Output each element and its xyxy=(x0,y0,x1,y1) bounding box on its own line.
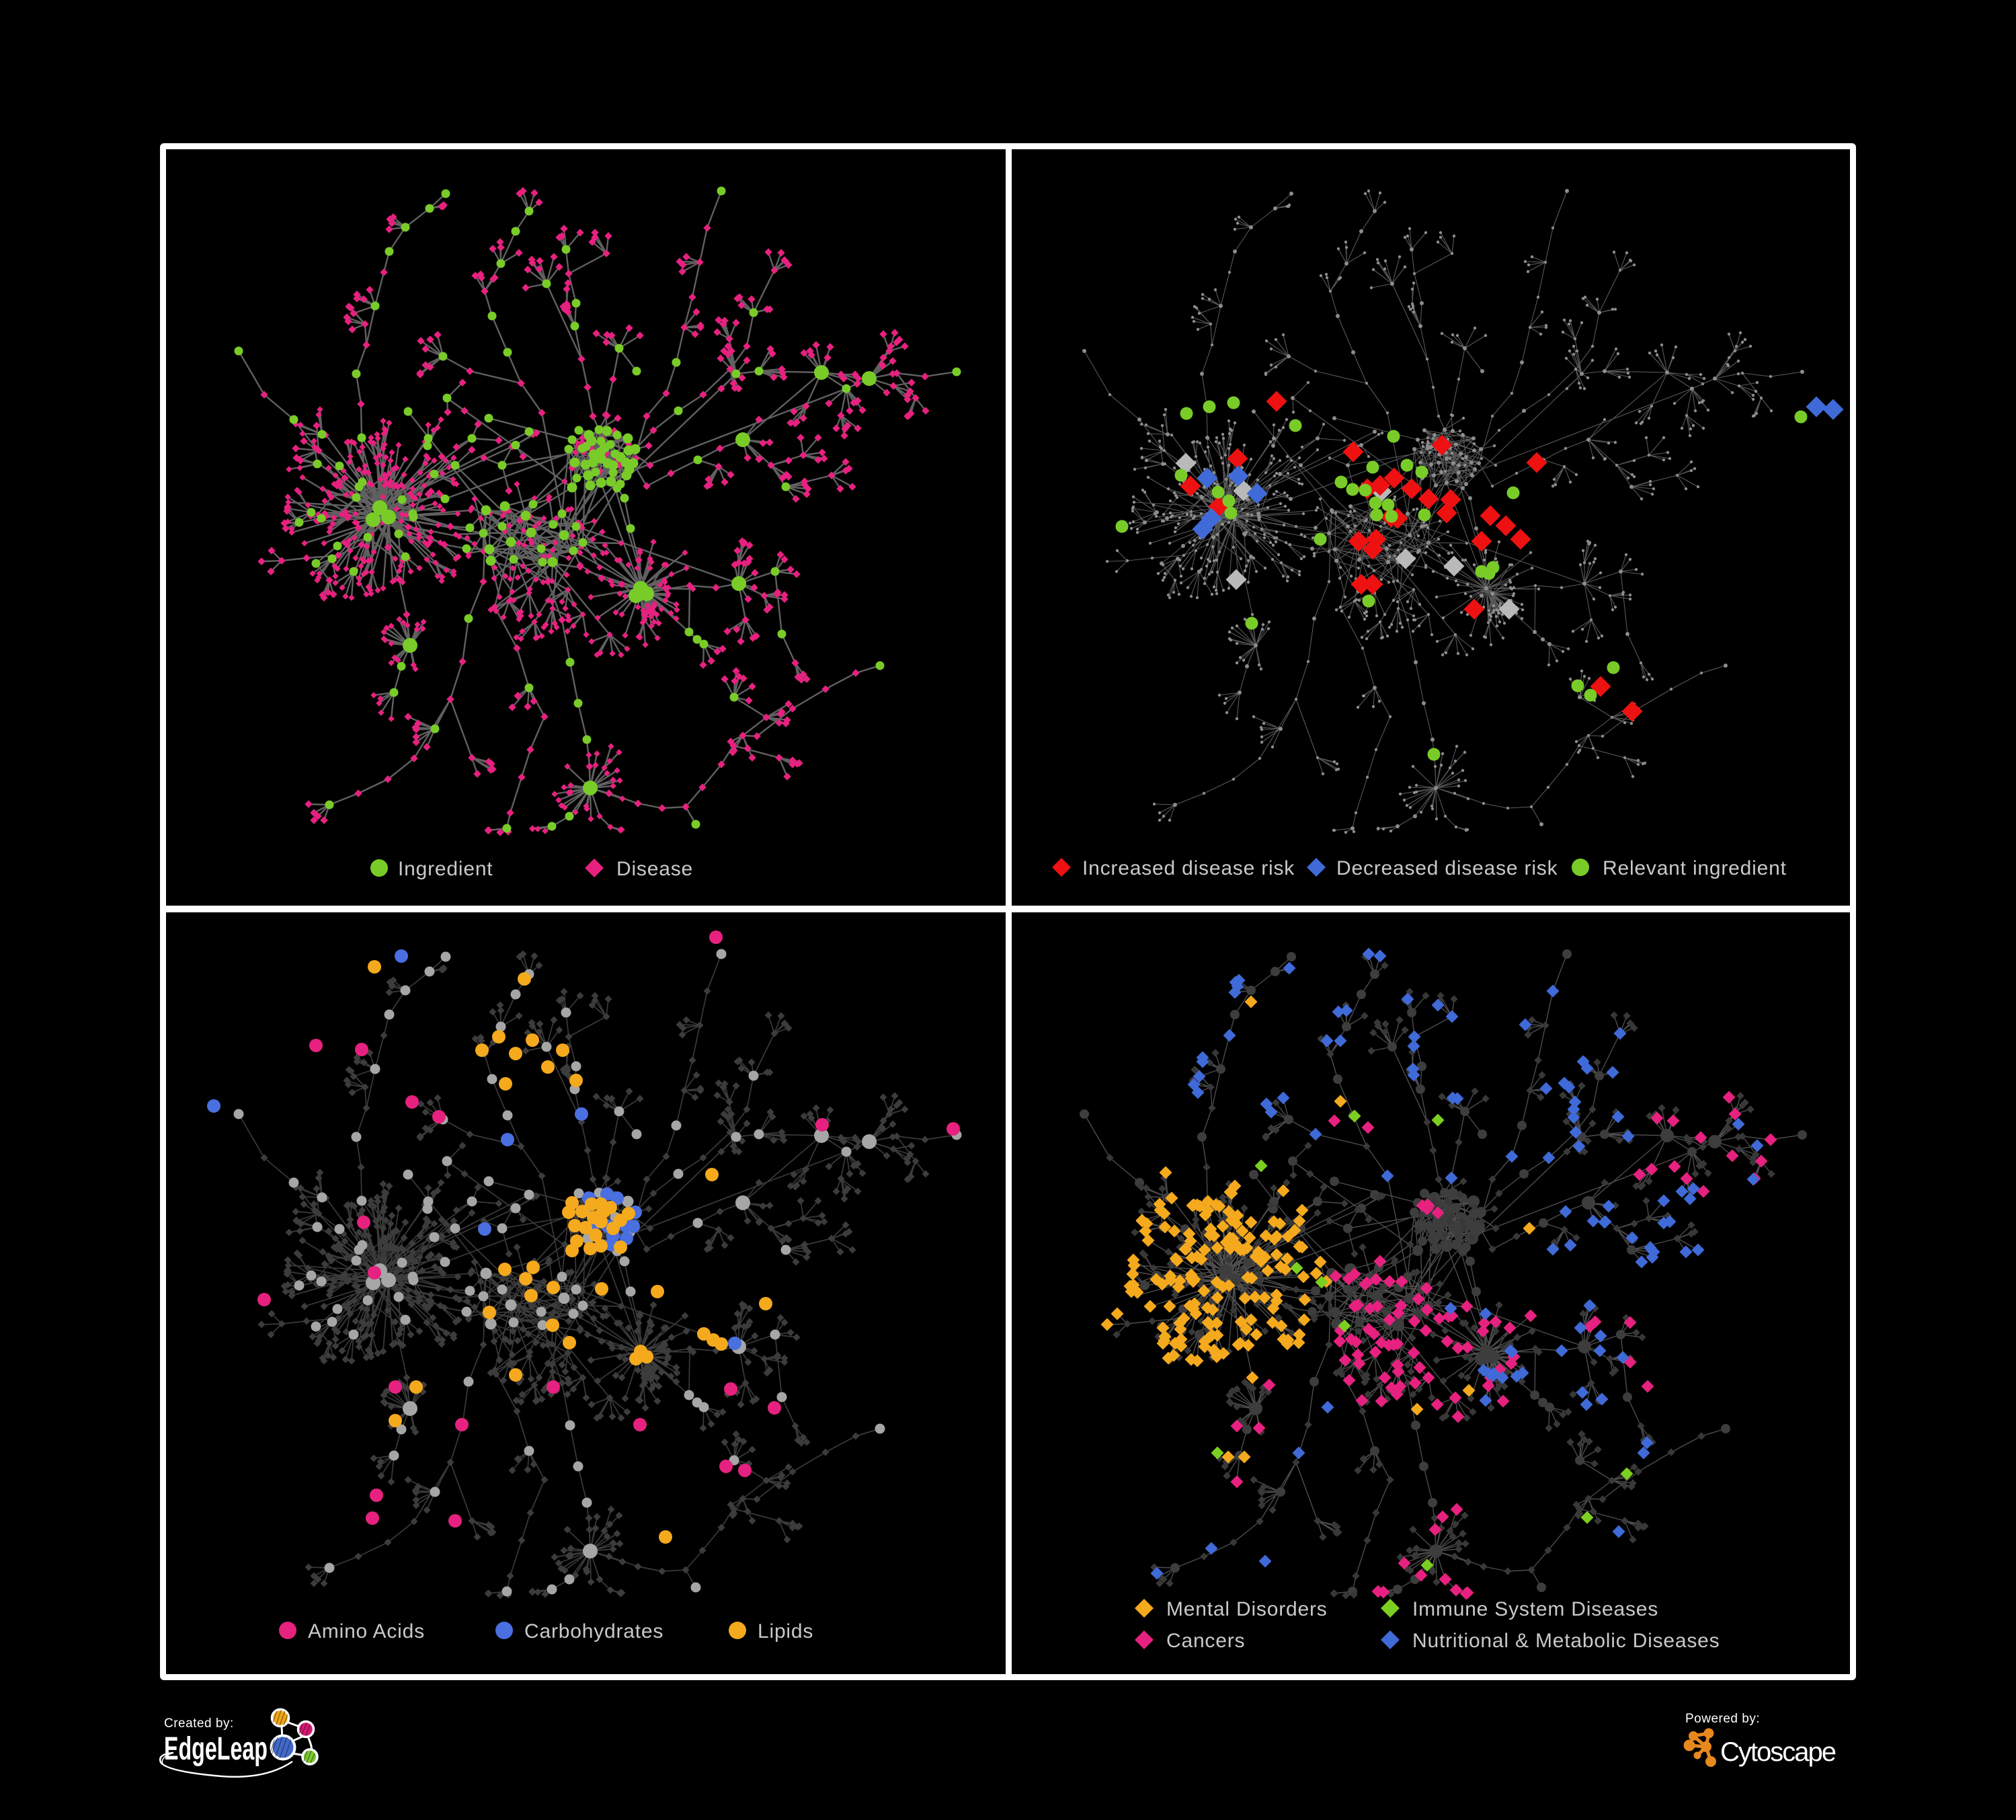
svg-text:Ingredient: Ingredient xyxy=(398,858,493,880)
svg-text:Mental Disorders: Mental Disorders xyxy=(1166,1598,1328,1620)
svg-text:Decreased disease risk: Decreased disease risk xyxy=(1336,857,1558,879)
svg-text:Carbohydrates: Carbohydrates xyxy=(524,1620,663,1643)
svg-text:Increased disease risk: Increased disease risk xyxy=(1082,857,1295,879)
svg-text:Created by:: Created by: xyxy=(164,1716,234,1731)
svg-text:EdgeLeap: EdgeLeap xyxy=(164,1731,268,1767)
svg-text:Powered by:: Powered by: xyxy=(1685,1712,1760,1726)
svg-text:Amino Acids: Amino Acids xyxy=(308,1620,425,1643)
svg-text:Cancers: Cancers xyxy=(1166,1630,1245,1652)
svg-text:Nutritional & Metabolic Diseas: Nutritional & Metabolic Diseases xyxy=(1412,1630,1720,1652)
svg-text:Immune System Diseases: Immune System Diseases xyxy=(1412,1598,1658,1620)
svg-text:Cytoscape: Cytoscape xyxy=(1720,1737,1837,1767)
svg-text:Disease: Disease xyxy=(616,858,693,880)
svg-text:Relevant ingredient: Relevant ingredient xyxy=(1603,857,1787,879)
svg-text:Lipids: Lipids xyxy=(758,1620,813,1643)
